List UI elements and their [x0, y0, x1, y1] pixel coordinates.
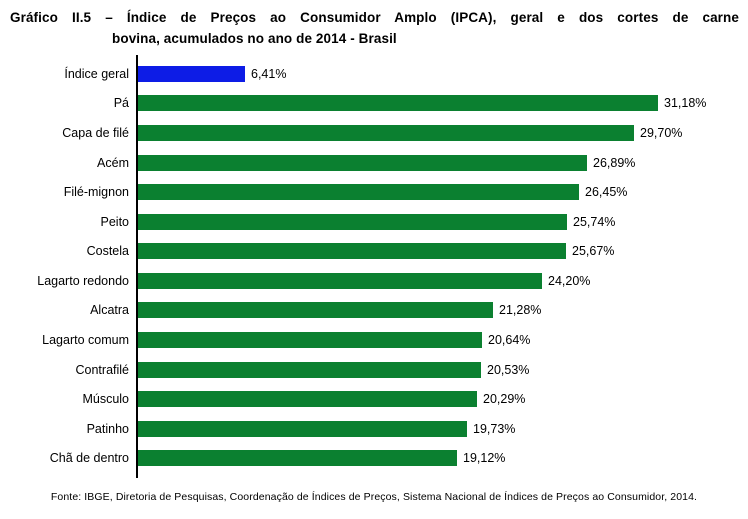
- bar: [138, 302, 493, 319]
- bar: [138, 361, 481, 378]
- bar: [138, 213, 567, 230]
- chart-row: Patinho 19,73%: [0, 414, 748, 444]
- category-label: Lagarto comum: [42, 332, 129, 347]
- chart-row: Acém 26,89%: [0, 148, 748, 178]
- value-label: 25,67%: [572, 244, 615, 259]
- chart-row: Chã de dentro 19,12%: [0, 444, 748, 474]
- category-label: Pá: [113, 96, 129, 111]
- bar: [138, 184, 579, 201]
- chart-title: Gráfico II.5 – Índice de Preços ao Consu…: [10, 7, 739, 49]
- value-label: 29,70%: [640, 125, 683, 140]
- source-note: Fonte: IBGE, Diretoria de Pesquisas, Coo…: [50, 491, 698, 503]
- bar: [138, 331, 482, 348]
- category-label: Acém: [97, 155, 129, 170]
- chart-title-line1: Gráfico II.5 – Índice de Preços ao Consu…: [10, 10, 739, 25]
- category-label: Peito: [100, 214, 130, 229]
- value-label: 31,18%: [664, 96, 707, 111]
- value-label: 25,74%: [573, 214, 616, 229]
- value-label: 20,64%: [488, 332, 531, 347]
- bar: [138, 65, 245, 82]
- chart-row: Capa de filé 29,70%: [0, 118, 748, 148]
- value-label: 20,29%: [483, 392, 526, 407]
- value-label: 26,89%: [593, 155, 636, 170]
- bar: [138, 154, 587, 171]
- category-label: Chã de dentro: [49, 451, 129, 466]
- category-label: Alcatra: [90, 303, 129, 318]
- chart-title-line2: bovina, acumulados no ano de 2014 - Bras…: [112, 31, 397, 46]
- y-axis-line: [136, 55, 138, 478]
- category-label: Contrafilé: [75, 362, 130, 377]
- chart-row: Lagarto redondo 24,20%: [0, 266, 748, 296]
- bar: [138, 95, 658, 112]
- bar: [138, 450, 457, 467]
- chart-row: Contrafilé 20,53%: [0, 355, 748, 385]
- chart-row: Índice geral 6,41%: [0, 59, 748, 89]
- chart-row: Peito 25,74%: [0, 207, 748, 237]
- bar: [138, 391, 477, 408]
- value-label: 20,53%: [487, 362, 530, 377]
- category-label: Patinho: [86, 421, 129, 436]
- value-label: 19,73%: [473, 421, 516, 436]
- chart-row: Lagarto comum 20,64%: [0, 325, 748, 355]
- bar: [138, 420, 467, 437]
- category-label: Lagarto redondo: [37, 273, 129, 288]
- bar: [138, 124, 634, 141]
- value-label: 24,20%: [548, 273, 591, 288]
- bar: [138, 272, 542, 289]
- chart-row: Filé-mignon 26,45%: [0, 177, 748, 207]
- chart-row: Músculo 20,29%: [0, 384, 748, 414]
- value-label: 26,45%: [585, 185, 628, 200]
- value-label: 21,28%: [499, 303, 542, 318]
- bar-chart: Índice geral 6,41% Pá 31,18% Capa de filé 29,…: [0, 59, 748, 473]
- category-label: Costela: [86, 244, 129, 259]
- value-label: 6,41%: [251, 66, 287, 81]
- bar: [138, 243, 566, 260]
- value-label: 19,12%: [463, 451, 506, 466]
- chart-row: Pá 31,18%: [0, 89, 748, 119]
- category-label: Índice geral: [64, 66, 129, 81]
- chart-row: Costela 25,67%: [0, 236, 748, 266]
- category-label: Capa de filé: [62, 125, 129, 140]
- category-label: Filé-mignon: [63, 185, 129, 200]
- category-label: Músculo: [82, 392, 129, 407]
- chart-row: Alcatra 21,28%: [0, 296, 748, 326]
